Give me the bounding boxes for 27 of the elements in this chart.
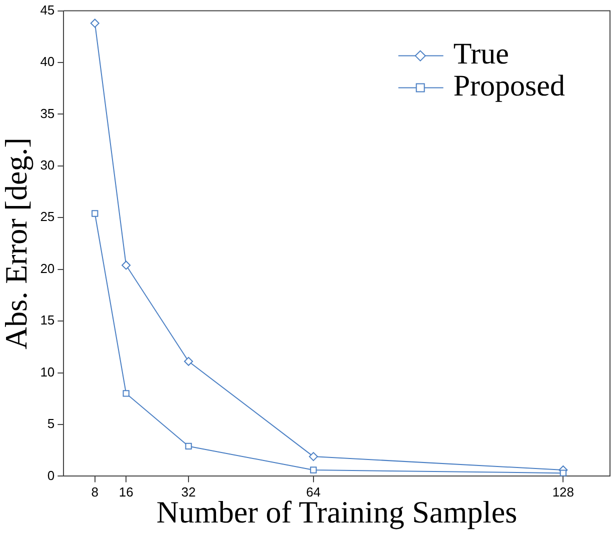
- y-tick-label: 35: [40, 106, 55, 121]
- y-tick-label: 25: [40, 209, 55, 224]
- y-tick-label: 5: [47, 416, 55, 432]
- y-tick-label: 45: [40, 2, 55, 18]
- x-tick-label: 16: [118, 484, 134, 500]
- x-tick-label: 32: [181, 484, 196, 500]
- x-tick-label: 128: [552, 484, 574, 500]
- point: [184, 356, 194, 366]
- point: [122, 390, 130, 397]
- x-tick-label: 8: [91, 484, 98, 500]
- legend-label: Proposed: [453, 70, 566, 103]
- y-tick-label: 40: [40, 54, 55, 70]
- y-tick-label: 15: [40, 312, 55, 328]
- y-tick-label: 20: [40, 260, 55, 276]
- y-tick-label: 30: [40, 158, 55, 173]
- y-axis-title: Abs. Error [deg.]: [0, 138, 34, 350]
- point: [122, 260, 131, 270]
- y-tick-label: 0: [47, 468, 55, 483]
- x-tick-label: 64: [306, 484, 321, 500]
- point: [308, 452, 318, 462]
- y-tick-label: 10: [40, 364, 55, 380]
- point: [90, 18, 100, 28]
- point: [92, 210, 98, 217]
- point: [310, 466, 317, 474]
- legend-label: True: [453, 38, 509, 71]
- point: [560, 470, 566, 476]
- point: [185, 442, 192, 450]
